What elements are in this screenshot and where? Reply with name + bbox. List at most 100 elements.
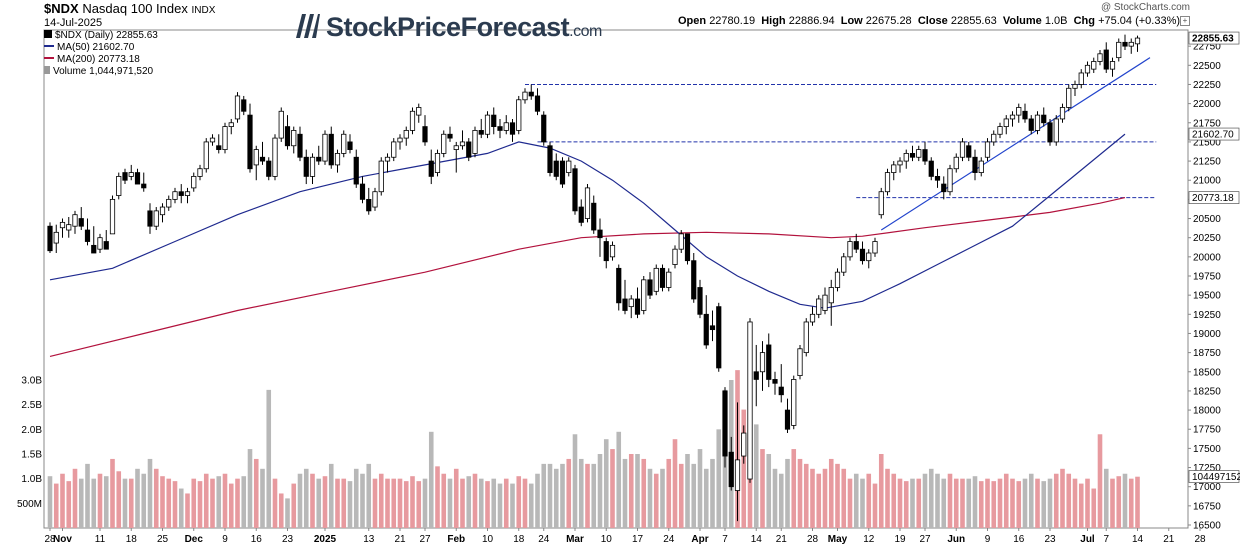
candle-body xyxy=(759,352,766,373)
volume-bar xyxy=(891,473,897,528)
x-tick-label: Feb xyxy=(447,534,465,545)
y-tick-label: 16500 xyxy=(1193,521,1221,532)
candle-body xyxy=(209,137,216,143)
candle-body xyxy=(559,160,566,185)
volume-bar xyxy=(1066,473,1072,528)
candle-body xyxy=(491,114,497,127)
candle-body xyxy=(878,191,884,216)
volume-bar xyxy=(428,431,434,528)
volume-bar xyxy=(1116,476,1122,528)
x-tick-label: 14 xyxy=(1132,534,1144,545)
candle-body xyxy=(1028,118,1034,131)
candle-body xyxy=(547,145,553,173)
x-tick-label: 25 xyxy=(157,534,169,545)
candle-body xyxy=(366,198,372,212)
volume-bar xyxy=(197,481,203,528)
candle-body xyxy=(478,130,484,135)
x-tick-label: Jul xyxy=(1080,534,1095,545)
candle-body xyxy=(522,91,528,101)
y-tick-label: 17500 xyxy=(1193,444,1221,455)
logo-slashes-icon xyxy=(296,14,320,38)
volume-bar xyxy=(1010,478,1015,528)
candle-body xyxy=(1066,87,1072,108)
volume-bar xyxy=(491,478,497,528)
candle-body xyxy=(553,160,559,177)
candle-body xyxy=(353,156,359,185)
candle-body xyxy=(1003,118,1009,127)
volume-bar xyxy=(53,483,59,528)
volume-bar xyxy=(241,476,247,528)
x-tick-label: 14 xyxy=(751,534,763,545)
x-tick-label: 24 xyxy=(538,534,550,545)
volume-bar xyxy=(141,473,147,528)
volume-bar xyxy=(178,488,184,528)
legend-ma50: MA(50) 21602.70 xyxy=(44,42,134,53)
expand-button[interactable]: + xyxy=(1180,16,1190,26)
volume-bar xyxy=(678,463,684,528)
x-tick-label: 24 xyxy=(663,534,675,545)
candle-body xyxy=(1009,114,1016,120)
candle-body xyxy=(459,141,466,147)
y-tick-label: 21500 xyxy=(1193,137,1221,148)
volume-bar xyxy=(647,468,653,528)
candle-body xyxy=(91,244,97,254)
y-tick-label: 19500 xyxy=(1193,291,1221,302)
candle-body xyxy=(997,126,1003,135)
y-tick-label: 20000 xyxy=(1193,252,1221,263)
candle-body xyxy=(222,126,228,150)
candle-body xyxy=(641,279,647,311)
volume-bar xyxy=(47,476,53,528)
y-tick-label: 20500 xyxy=(1193,214,1221,225)
volume-bar xyxy=(585,463,590,528)
volume-bar xyxy=(660,468,665,528)
candle-body xyxy=(216,145,222,150)
candle-body xyxy=(659,267,666,288)
candle-body xyxy=(591,202,597,231)
candle-body xyxy=(334,153,341,166)
volume-bar xyxy=(147,458,153,528)
candle-body xyxy=(322,133,328,162)
candle-body xyxy=(59,221,66,229)
candle-body xyxy=(397,137,403,143)
volume-bar xyxy=(253,458,259,528)
candle-body xyxy=(153,210,159,227)
candle-body xyxy=(128,172,134,177)
candle-body xyxy=(1128,41,1134,47)
candle-body xyxy=(228,122,234,128)
volume-bar xyxy=(791,449,797,528)
y-tick-label: 18000 xyxy=(1193,406,1221,417)
candle-body xyxy=(422,126,428,143)
candle-body xyxy=(1091,61,1097,70)
y-tick-label: 17000 xyxy=(1193,482,1221,493)
volume-bar xyxy=(503,478,509,528)
value-tag xyxy=(1188,127,1240,141)
candle-body xyxy=(966,145,972,158)
volume-bar xyxy=(810,468,815,528)
candle-body xyxy=(834,271,841,288)
candle-body xyxy=(1041,114,1047,124)
y-tick-label: 18500 xyxy=(1193,367,1221,378)
candle-body xyxy=(1116,41,1122,59)
volume-bar xyxy=(653,473,659,528)
candle-body xyxy=(847,241,853,258)
site-logo: StockPriceForecast.com xyxy=(290,12,602,43)
volume-bar xyxy=(828,458,834,528)
chart-date: 14-Jul-2025 xyxy=(44,17,103,29)
volume-tag-label: 1044971520 xyxy=(1192,472,1240,483)
x-tick-label: 17 xyxy=(632,534,644,545)
volume-bar xyxy=(278,493,284,528)
volume-bar xyxy=(635,454,640,528)
volume-bars xyxy=(47,370,1140,528)
candle-body xyxy=(1084,64,1091,74)
candle-body xyxy=(953,156,959,170)
volume-bar xyxy=(366,463,372,528)
volume-bar xyxy=(478,478,484,528)
candle-body xyxy=(428,160,434,177)
volume-bar xyxy=(1035,478,1040,528)
price-swatch-icon xyxy=(44,30,52,38)
y-tick-label: 22750 xyxy=(1193,42,1221,53)
volume-bar xyxy=(697,449,703,528)
volume-bar xyxy=(866,473,872,528)
candle-body xyxy=(1103,49,1109,70)
